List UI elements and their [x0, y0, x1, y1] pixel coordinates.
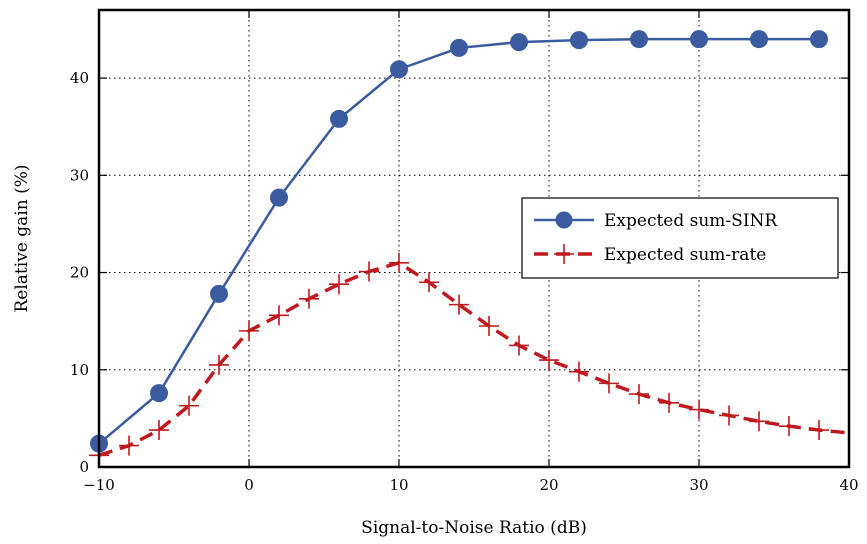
data-point: [299, 288, 319, 309]
data-point: [509, 335, 529, 356]
data-point: [510, 33, 528, 52]
data-point: [779, 416, 799, 437]
data-point: [269, 305, 289, 326]
series-1: [89, 252, 849, 466]
data-point: [449, 294, 469, 315]
x-axis-label: Signal-to-Noise Ratio (dB): [361, 518, 587, 538]
data-point: [330, 109, 348, 128]
data-point: [690, 30, 708, 49]
data-point: [209, 354, 229, 375]
series-0: [90, 30, 828, 453]
x-tick-label: 20: [539, 476, 558, 494]
legend: Expected sum-SINR Expected sum-rate: [521, 197, 839, 279]
data-point: [659, 392, 679, 413]
data-point: [179, 395, 199, 416]
data-point: [270, 188, 288, 207]
y-tick-label: 20: [70, 264, 89, 282]
data-point: [629, 384, 649, 405]
series-line: [99, 260, 849, 457]
data-point: [359, 261, 379, 282]
legend-box: [521, 197, 839, 279]
data-point: [569, 361, 589, 382]
legend-marker-sum-rate: [554, 244, 574, 264]
y-tick-label: 40: [70, 69, 89, 87]
legend-label-sum-rate: Expected sum-rate: [604, 245, 766, 265]
data-point: [390, 60, 408, 79]
x-tick-label: 0: [244, 476, 254, 494]
y-tick-label: 30: [70, 166, 89, 184]
data-point: [150, 384, 168, 403]
plot-series: [89, 30, 849, 466]
x-tick-label: −10: [83, 476, 115, 494]
legend-marker-sum-sinr: [555, 211, 573, 229]
y-tick-label: 10: [70, 361, 89, 379]
x-tick-label: 30: [689, 476, 708, 494]
data-point: [149, 420, 169, 441]
data-point: [239, 320, 259, 341]
data-point: [419, 272, 439, 293]
x-tick-label: 10: [389, 476, 408, 494]
legend-label-sum-sinr: Expected sum-SINR: [604, 211, 778, 231]
data-point: [750, 30, 768, 49]
data-point: [599, 373, 619, 394]
data-point: [810, 30, 828, 49]
y-tick-label: 0: [79, 458, 89, 476]
plot-frame: [97, 8, 851, 469]
data-point: [539, 350, 559, 371]
data-point: [809, 420, 829, 441]
data-point: [450, 38, 468, 57]
data-point: [210, 284, 228, 303]
data-point: [389, 252, 409, 273]
x-tick-label: 40: [839, 476, 858, 494]
y-axis-label: Relative gain (%): [12, 165, 32, 313]
data-point: [630, 30, 648, 49]
data-point: [719, 405, 739, 426]
data-point: [570, 31, 588, 50]
data-point: [689, 399, 709, 420]
data-point: [119, 435, 139, 456]
data-point: [479, 316, 499, 337]
data-point: [749, 411, 769, 432]
data-point: [329, 274, 349, 295]
